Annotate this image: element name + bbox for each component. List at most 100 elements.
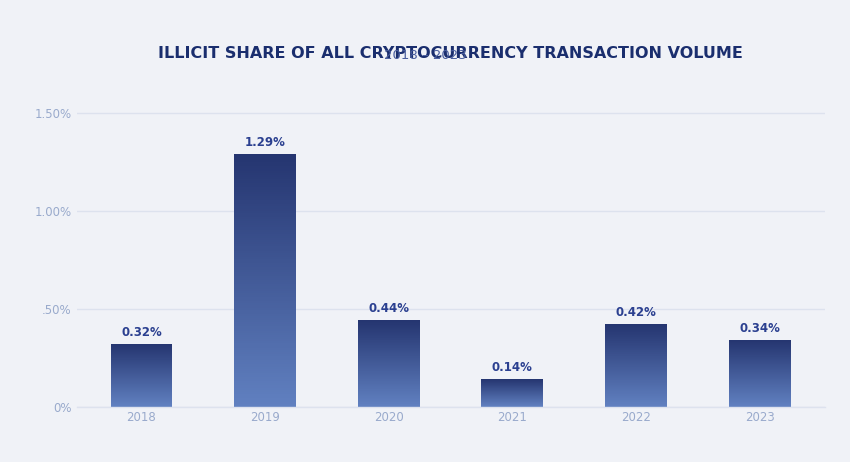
Bar <box>234 244 296 246</box>
Bar <box>605 333 667 334</box>
Bar <box>358 334 420 335</box>
Bar <box>234 293 296 295</box>
Bar <box>358 343 420 344</box>
Bar <box>358 374 420 375</box>
Bar <box>110 382 173 383</box>
Bar <box>234 347 296 350</box>
Bar <box>728 386 790 387</box>
Bar <box>110 404 173 405</box>
Bar <box>605 351 667 352</box>
Bar <box>728 380 790 381</box>
Bar <box>110 362 173 363</box>
Bar <box>234 390 296 392</box>
Bar <box>234 170 296 173</box>
Bar <box>358 397 420 398</box>
Bar <box>358 351 420 352</box>
Bar <box>358 398 420 399</box>
Bar <box>605 357 667 358</box>
Bar <box>728 387 790 388</box>
Bar <box>110 398 173 399</box>
Bar <box>728 367 790 368</box>
Bar <box>234 211 296 213</box>
Bar <box>605 404 667 405</box>
Bar <box>110 390 173 391</box>
Bar <box>358 370 420 371</box>
Bar <box>234 352 296 354</box>
Bar <box>605 365 667 366</box>
Bar <box>110 368 173 369</box>
Text: 0.32%: 0.32% <box>121 326 162 339</box>
Bar <box>605 355 667 356</box>
Bar <box>234 278 296 280</box>
Bar <box>358 357 420 358</box>
Bar <box>605 334 667 335</box>
Bar <box>358 337 420 338</box>
Bar <box>728 392 790 393</box>
Bar <box>605 336 667 337</box>
Bar <box>358 383 420 384</box>
Bar <box>358 400 420 401</box>
Bar <box>728 402 790 403</box>
Bar <box>234 213 296 215</box>
Bar <box>728 360 790 361</box>
Bar <box>234 259 296 261</box>
Bar <box>358 367 420 368</box>
Bar <box>234 179 296 181</box>
Bar <box>234 238 296 240</box>
Bar <box>110 395 173 396</box>
Bar <box>728 382 790 383</box>
Bar <box>234 207 296 208</box>
Bar <box>605 384 667 385</box>
Bar <box>605 385 667 386</box>
Bar <box>728 385 790 386</box>
Bar <box>234 217 296 219</box>
Bar <box>234 246 296 249</box>
Bar <box>358 325 420 326</box>
Bar <box>234 365 296 366</box>
Bar <box>234 310 296 312</box>
Bar <box>234 164 296 166</box>
Bar <box>728 362 790 363</box>
Bar <box>728 405 790 406</box>
Bar <box>358 329 420 330</box>
Bar <box>728 351 790 352</box>
Bar <box>234 308 296 310</box>
Bar <box>728 401 790 402</box>
Text: 0.42%: 0.42% <box>615 306 656 319</box>
Bar <box>358 346 420 347</box>
Bar <box>234 346 296 347</box>
Bar <box>234 249 296 251</box>
Bar <box>358 371 420 372</box>
Bar <box>728 361 790 362</box>
Bar <box>728 350 790 351</box>
Bar <box>234 169 296 170</box>
Bar <box>110 372 173 373</box>
Bar <box>234 227 296 230</box>
Bar <box>110 373 173 374</box>
Bar <box>728 375 790 376</box>
Bar <box>605 340 667 341</box>
Bar <box>605 328 667 329</box>
Bar <box>358 380 420 381</box>
Bar <box>605 324 667 325</box>
Bar <box>234 375 296 377</box>
Bar <box>728 349 790 350</box>
Bar <box>358 376 420 377</box>
Bar <box>605 326 667 327</box>
Bar <box>605 353 667 354</box>
Bar <box>358 381 420 382</box>
Bar <box>605 341 667 342</box>
Bar <box>234 198 296 200</box>
Bar <box>234 371 296 373</box>
Bar <box>728 378 790 379</box>
Bar <box>234 299 296 301</box>
Bar <box>110 355 173 356</box>
Bar <box>728 406 790 407</box>
Bar <box>234 341 296 343</box>
Bar <box>358 401 420 402</box>
Bar <box>605 399 667 400</box>
Bar <box>358 382 420 383</box>
Bar <box>110 352 173 353</box>
Bar <box>234 236 296 238</box>
Bar <box>358 366 420 367</box>
